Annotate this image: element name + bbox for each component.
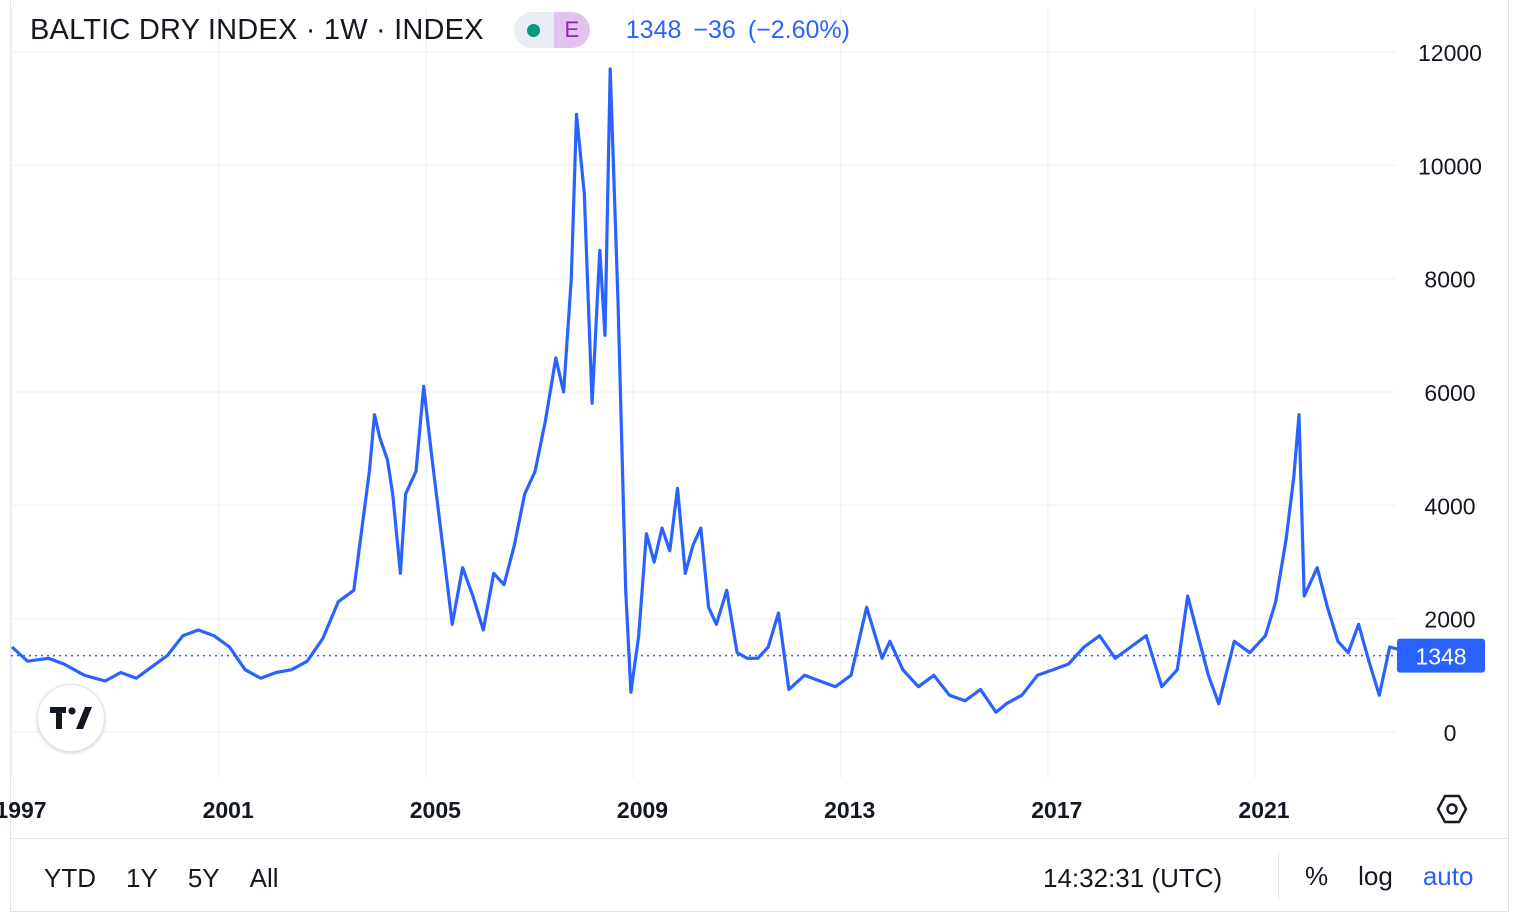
price-change-percent: (−2.60%) — [747, 15, 850, 44]
market-status-pill[interactable]: E — [513, 12, 590, 48]
y-tick-label: 12000 — [1418, 40, 1482, 66]
tradingview-logo-icon[interactable] — [37, 684, 105, 752]
bottom-toolbar: YTD 1Y 5Y All 14:32:31 (UTC) % log auto — [10, 838, 1509, 914]
y-tick-label: 4000 — [1424, 493, 1475, 519]
last-value-badge — [1397, 638, 1485, 673]
date-range-selector: YTD 1Y 5Y All — [44, 863, 279, 894]
auto-scale-toggle[interactable]: auto — [1422, 861, 1474, 891]
y-tick-label: 0 — [1444, 720, 1457, 746]
scale-options: % log auto — [1305, 861, 1473, 892]
x-tick-label: 2005 — [410, 797, 461, 823]
percent-scale-toggle[interactable]: % — [1305, 861, 1329, 891]
range-5y-button[interactable]: 5Y — [187, 863, 220, 893]
y-tick-label: 6000 — [1424, 380, 1475, 406]
range-all-button[interactable]: All — [249, 863, 279, 893]
utc-clock[interactable]: 14:32:31 (UTC) — [1043, 863, 1223, 893]
last-price: 1348 — [625, 15, 682, 44]
range-1y-button[interactable]: 1Y — [126, 863, 158, 893]
x-tick-label: 2001 — [203, 797, 254, 823]
y-tick-label: 10000 — [1418, 153, 1482, 179]
quote-values: 1348 −36 (−2.60%) — [626, 16, 850, 45]
symbol-title[interactable]: BALTIC DRY INDEX · 1W · INDEX — [30, 13, 484, 46]
y-tick-label: 2000 — [1424, 607, 1475, 633]
market-open-dot-icon — [527, 23, 541, 37]
toolbar-divider — [1278, 853, 1279, 899]
last-value-label: 1348 — [1415, 644, 1466, 670]
y-tick-label: 8000 — [1424, 267, 1475, 293]
chart-frame — [10, 0, 1509, 912]
x-tick-label: 2009 — [617, 797, 668, 823]
log-scale-toggle[interactable]: log — [1358, 861, 1393, 891]
bdi-series-line[interactable] — [10, 67, 1422, 714]
chart-legend: BALTIC DRY INDEX · 1W · INDEX E 1348 −36… — [30, 12, 850, 48]
price-change: −36 — [693, 15, 736, 44]
range-ytd-button[interactable]: YTD — [44, 863, 96, 893]
settings-icon[interactable] — [1435, 792, 1469, 826]
x-tick-label: 2021 — [1238, 797, 1289, 823]
x-tick-label: 1997 — [0, 797, 47, 823]
x-tick-label: 2013 — [824, 797, 875, 823]
x-tick-label: 2017 — [1031, 797, 1082, 823]
status-badge: E — [553, 12, 590, 48]
